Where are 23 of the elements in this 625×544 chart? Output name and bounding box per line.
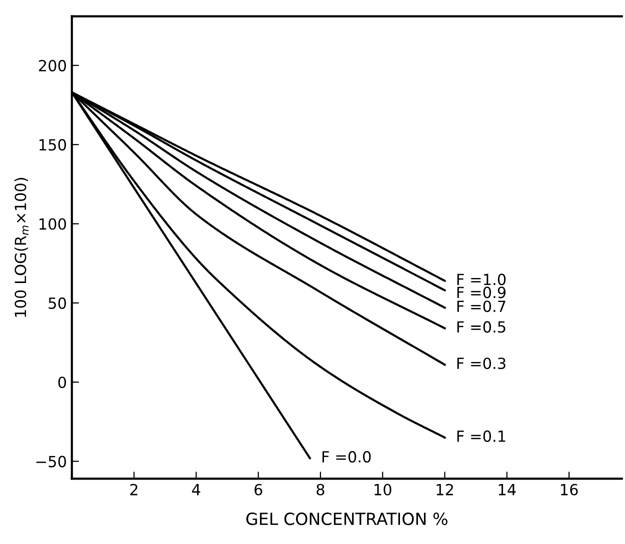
x-tick-label: 10 <box>374 484 392 496</box>
y-tick-label: 0 <box>58 376 66 388</box>
y-tick-label: 50 <box>48 297 66 309</box>
y-tick-label: 200 <box>38 60 66 72</box>
x-tick-label: 12 <box>436 484 453 496</box>
series-label: F =0.1 <box>457 430 506 442</box>
x-tick-label: 4 <box>192 484 200 496</box>
series-label: F =1.0 <box>457 274 506 286</box>
series-label: F =0.7 <box>457 300 506 312</box>
x-tick-label: 8 <box>316 484 324 496</box>
x-tick-label: 6 <box>254 484 262 496</box>
series-label: F =0.9 <box>457 286 506 298</box>
series-label: F =0.3 <box>457 358 506 370</box>
series-label: F =0.0 <box>322 451 371 463</box>
x-axis-title: GEL CONCENTRATION % <box>246 512 448 526</box>
y-tick-label: −50 <box>36 456 66 468</box>
x-tick-label: 14 <box>498 484 516 496</box>
series-label: F =0.5 <box>457 321 506 333</box>
y-tick-label: 100 <box>40 218 66 230</box>
y-axis-title: 100 LOG(R$_{m}$×100) <box>14 178 29 317</box>
x-tick-label: 2 <box>130 484 138 496</box>
y-tick-label: 150 <box>40 139 66 151</box>
x-tick-label: 16 <box>561 484 578 496</box>
